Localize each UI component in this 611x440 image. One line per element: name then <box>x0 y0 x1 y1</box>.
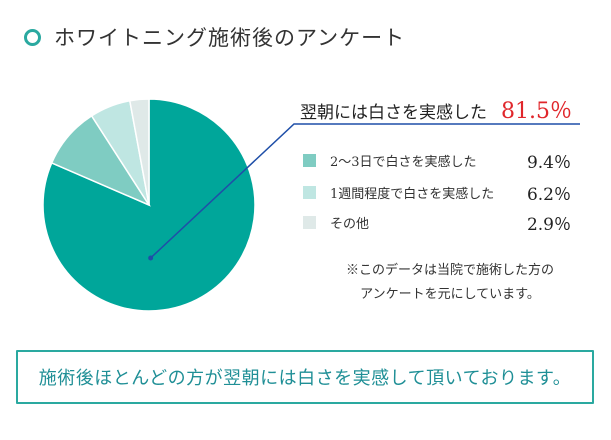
legend-value: 6.2％ <box>526 185 571 205</box>
legend-value: 9.4％ <box>526 153 571 173</box>
data-note-line-2: アンケートを元にしています。 <box>360 287 540 302</box>
legend-item-2-3-days: 2～3日で白さを実感した 9.4％ <box>303 148 571 173</box>
summary-box: 施術後ほとんどの方が翌朝には白さを実感して頂いております。 <box>16 350 594 404</box>
summary-text: 施術後ほとんどの方が翌朝には白さを実感して頂いております。 <box>38 368 572 389</box>
page-header: ホワイトニング施術後のアンケート <box>24 22 405 52</box>
circle-bullet-icon <box>24 28 41 46</box>
main-slice-label: 翌朝には白さを実感した <box>300 103 487 123</box>
legend-label: その他 <box>330 217 370 232</box>
pie-slice-other <box>128 98 150 206</box>
legend-value: 2.9％ <box>526 215 571 235</box>
data-note: ※このデータは当院で施術した方の アンケートを元にしています。 <box>325 259 575 307</box>
callout-dot <box>148 255 154 261</box>
pie-slice-next-morning <box>42 98 256 312</box>
callout-line <box>150 123 580 259</box>
legend-item-1-week: 1週間程度で白さを実感した 6.2％ <box>303 180 571 205</box>
legend-label: 2～3日で白さを実感した <box>330 155 477 170</box>
legend-label: 1週間程度で白さを実感した <box>330 187 495 202</box>
legend-item-other: その他 2.9％ <box>303 210 571 235</box>
page-title: ホワイトニング施術後のアンケート <box>54 26 406 50</box>
legend-swatch <box>303 216 316 229</box>
legend-swatch <box>303 186 316 199</box>
main-callout: 翌朝には白さを実感した 81.5％ <box>300 93 572 125</box>
data-note-line-1: ※このデータは当院で施術した方の <box>345 263 554 278</box>
main-slice-value: 81.5％ <box>501 99 572 124</box>
legend-swatch <box>303 154 316 167</box>
